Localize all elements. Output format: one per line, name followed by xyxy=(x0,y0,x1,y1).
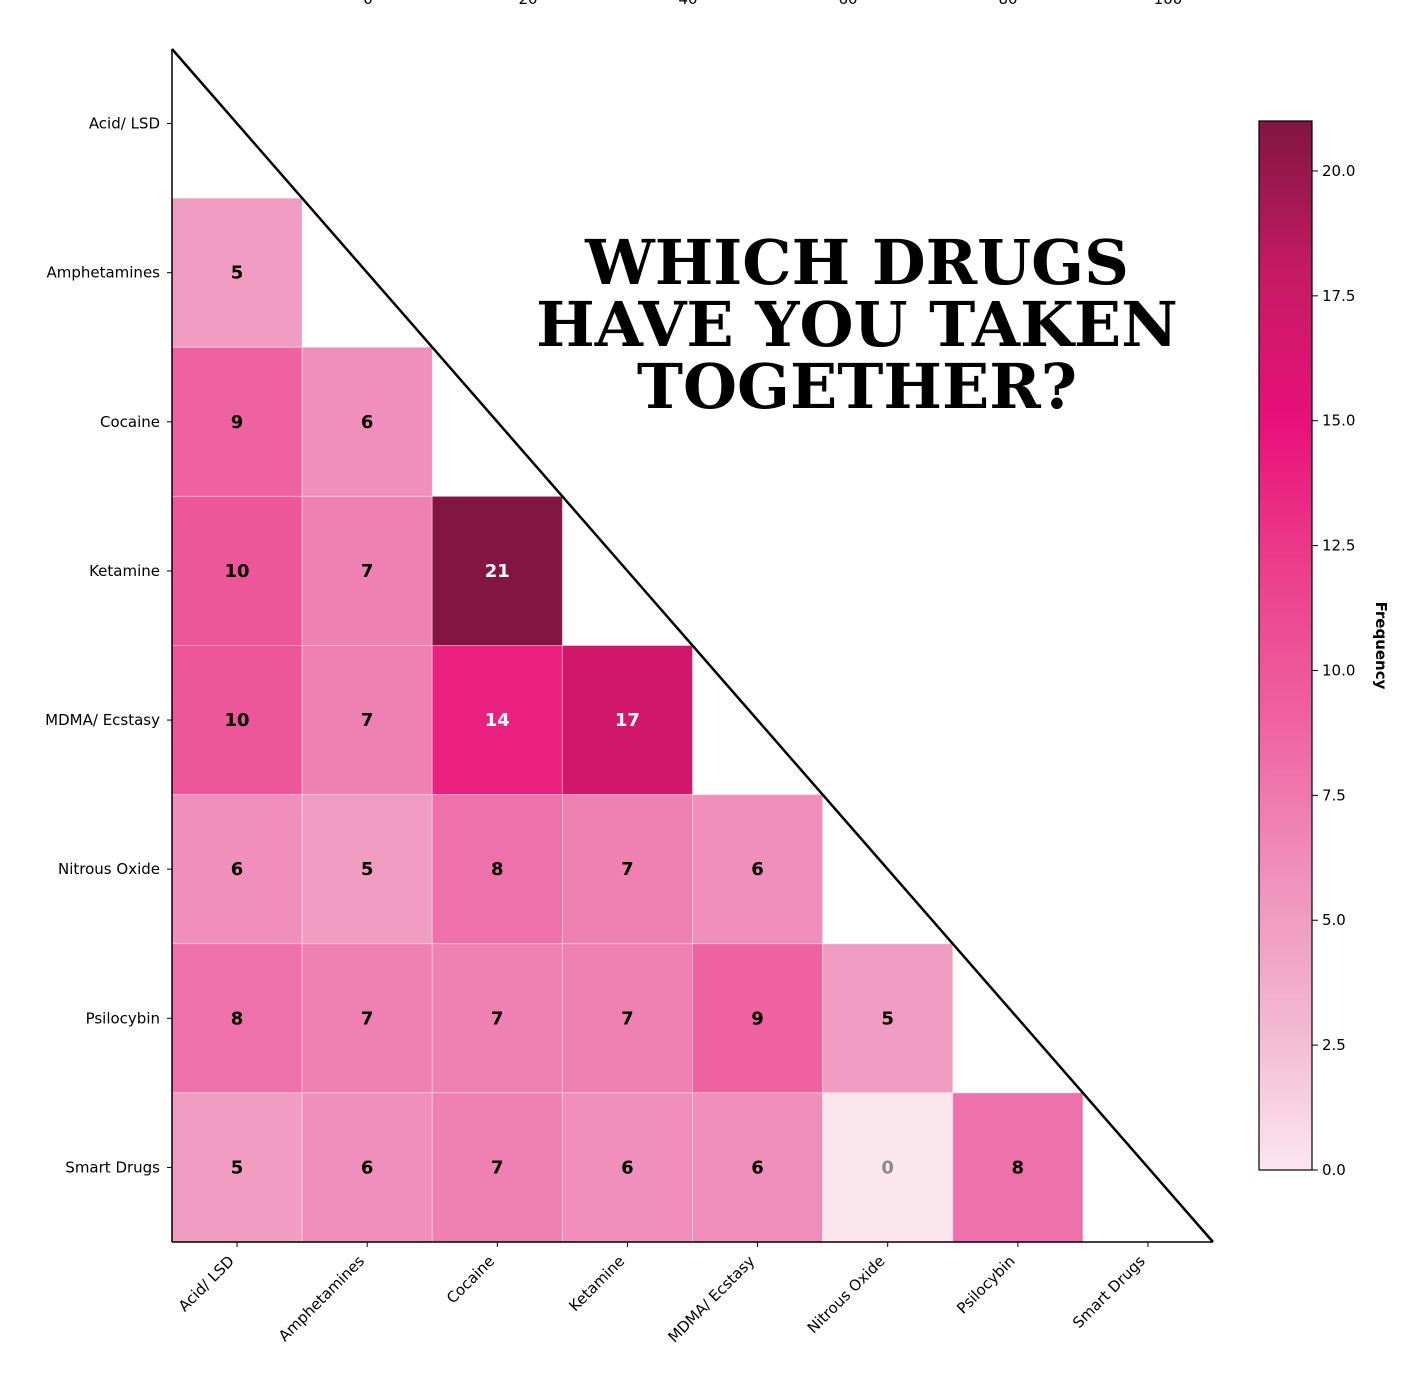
y-tick-label: Psilocybin xyxy=(86,1009,160,1027)
heatmap-cell xyxy=(692,1092,824,1243)
colorbar-label: Frequency xyxy=(1372,602,1390,690)
colorbar-tick-label: 12.5 xyxy=(1322,537,1355,555)
top-axis-tick-label: 20 xyxy=(518,0,537,8)
cell-value-label: 7 xyxy=(491,1157,504,1178)
cell-value-label: 8 xyxy=(231,1008,244,1029)
y-tick-label: Nitrous Oxide xyxy=(58,860,160,878)
heatmap-cell xyxy=(822,1092,954,1243)
heatmap-cell xyxy=(692,794,824,945)
colorbar-bar xyxy=(1258,120,1313,1171)
y-tick-label: Ketamine xyxy=(89,562,160,580)
x-tick-label: Ketamine xyxy=(565,1252,628,1315)
heatmap-cell xyxy=(301,645,433,796)
colorbar-tick-label: 5.0 xyxy=(1322,911,1346,929)
chart-title-line: TOGETHER? xyxy=(637,350,1077,423)
cell-value-label: 5 xyxy=(881,1008,894,1029)
cell-value-label: 21 xyxy=(485,561,510,582)
y-tick-label: Cocaine xyxy=(100,413,160,431)
heatmap-cell xyxy=(171,794,303,945)
heatmap-cell xyxy=(171,197,303,348)
heatmap-cell xyxy=(561,645,693,796)
x-tick-label: Cocaine xyxy=(443,1252,498,1307)
x-tick-label: Psilocybin xyxy=(953,1252,1018,1317)
heatmap-cell xyxy=(301,495,433,646)
cell-value-label: 10 xyxy=(225,710,250,731)
x-tick-label: Acid/ LSD xyxy=(175,1252,238,1315)
heatmap-cell xyxy=(822,943,954,1094)
heatmap-cell xyxy=(952,1092,1084,1243)
y-tick-label: Acid/ LSD xyxy=(89,115,160,133)
colorbar-tick-label: 17.5 xyxy=(1322,287,1355,305)
heatmap-cell xyxy=(171,495,303,646)
cell-value-label: 6 xyxy=(751,859,764,880)
y-tick-label: Smart Drugs xyxy=(65,1158,160,1176)
heatmap-cell xyxy=(431,495,563,646)
chart-title-line: WHICH DRUGS xyxy=(584,226,1129,299)
heatmap-cell xyxy=(692,943,824,1094)
cell-value-label: 17 xyxy=(615,710,640,731)
x-tick-label: Nitrous Oxide xyxy=(804,1252,889,1337)
top-axis-tick-label: 60 xyxy=(838,0,857,8)
cells-layer: 5 9 6 10 7 21 10 7 14 17 6 5 8 7 6 8 7 7 7 9 5 5 6 7 6 6 0 8 xyxy=(171,197,1084,1243)
colorbar-tick-label: 0.0 xyxy=(1322,1161,1346,1179)
cell-value-label: 8 xyxy=(1012,1157,1025,1178)
cell-value-label: 9 xyxy=(751,1008,764,1029)
x-tick-label: Amphetamines xyxy=(275,1252,368,1345)
cell-value-label: 9 xyxy=(231,412,244,433)
heatmap-cell xyxy=(561,1092,693,1243)
top-axis-tick-label: 40 xyxy=(678,0,697,8)
cell-value-label: 5 xyxy=(361,859,374,880)
colorbar-tick-label: 10.0 xyxy=(1322,661,1355,679)
heatmap-cell xyxy=(171,645,303,796)
cell-value-label: 14 xyxy=(485,710,510,731)
cell-value-label: 5 xyxy=(231,263,244,284)
heatmap-cell xyxy=(561,943,693,1094)
y-tick-label: Amphetamines xyxy=(46,264,160,282)
top-axis-tick-label: 100 xyxy=(1154,0,1183,8)
colorbar-tick-label: 7.5 xyxy=(1322,786,1346,804)
heatmap-cell xyxy=(301,1092,433,1243)
top-axis-tick-label: 80 xyxy=(998,0,1017,8)
heatmap-cell xyxy=(171,943,303,1094)
cell-value-label: 10 xyxy=(225,561,250,582)
cell-value-label: 6 xyxy=(361,412,374,433)
heatmap-cell xyxy=(301,346,433,497)
cell-value-label: 6 xyxy=(621,1157,634,1178)
cell-value-label: 7 xyxy=(491,1008,504,1029)
colorbar: 0.0 2.5 5.0 7.5 10.0 12.5 15.0 17.5 20.0 Frequenc… xyxy=(1258,120,1390,1179)
cell-value-label: 7 xyxy=(361,561,374,582)
heatmap-cell xyxy=(301,943,433,1094)
heatmap-cell xyxy=(431,943,563,1094)
cell-value-label: 6 xyxy=(231,859,244,880)
y-tick-label: MDMA/ Ecstasy xyxy=(45,711,160,729)
chart-title-line: HAVE YOU TAKEN xyxy=(536,288,1178,361)
heatmap-cell xyxy=(431,645,563,796)
cell-value-label: 7 xyxy=(361,1008,374,1029)
heatmap-cell xyxy=(561,794,693,945)
x-tick-label: Smart Drugs xyxy=(1069,1252,1149,1332)
cell-value-label: 7 xyxy=(621,1008,634,1029)
cell-value-label: 8 xyxy=(491,859,504,880)
cell-value-label: 7 xyxy=(621,859,634,880)
heatmap-cell xyxy=(431,794,563,945)
cell-value-label: 6 xyxy=(361,1157,374,1178)
cell-value-label: 5 xyxy=(231,1157,244,1178)
diagonal-line xyxy=(171,48,1214,1243)
cell-value-label: 6 xyxy=(751,1157,764,1178)
colorbar-tick-label: 2.5 xyxy=(1322,1036,1346,1054)
colorbar-tick-label: 20.0 xyxy=(1322,162,1355,180)
cell-value-label: 0 xyxy=(881,1157,894,1178)
colorbar-tick-label: 15.0 xyxy=(1322,412,1355,430)
cell-value-label: 7 xyxy=(361,710,374,731)
x-tick-label: MDMA/ Ecstasy xyxy=(664,1252,758,1346)
top-axis-tick-label: 0 xyxy=(363,0,373,8)
